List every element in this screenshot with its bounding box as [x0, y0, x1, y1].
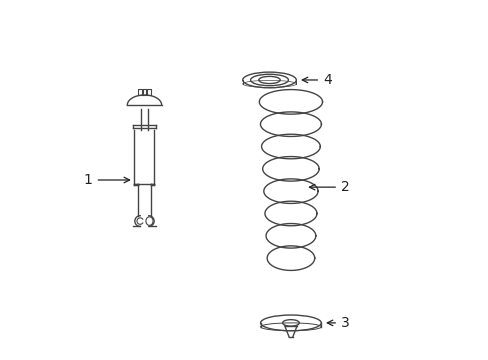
- Text: 1: 1: [83, 173, 129, 187]
- Text: 4: 4: [302, 73, 331, 87]
- Text: 3: 3: [326, 316, 349, 330]
- Text: 2: 2: [309, 180, 349, 194]
